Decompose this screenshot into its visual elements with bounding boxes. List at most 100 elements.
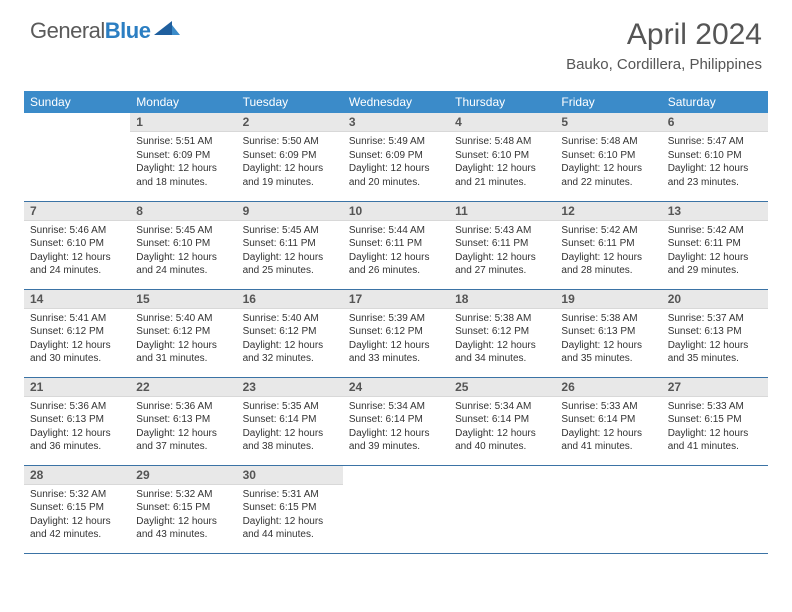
sunrise-line: Sunrise: 5:45 AM xyxy=(136,224,230,238)
calendar-row: 1Sunrise: 5:51 AMSunset: 6:09 PMDaylight… xyxy=(24,113,768,201)
sunset-line: Sunset: 6:12 PM xyxy=(243,325,337,339)
sunset-line: Sunset: 6:12 PM xyxy=(349,325,443,339)
sunset-line: Sunset: 6:09 PM xyxy=(243,149,337,163)
day-number: 15 xyxy=(130,290,236,309)
calendar-cell: 19Sunrise: 5:38 AMSunset: 6:13 PMDayligh… xyxy=(555,289,661,377)
day-data: Sunrise: 5:35 AMSunset: 6:14 PMDaylight:… xyxy=(237,397,343,458)
day-number: 12 xyxy=(555,202,661,221)
daylight-line1: Daylight: 12 hours xyxy=(243,339,337,353)
day-number: 27 xyxy=(662,378,768,397)
day-number: 19 xyxy=(555,290,661,309)
daylight-line1: Daylight: 12 hours xyxy=(30,339,124,353)
day-number: 3 xyxy=(343,113,449,132)
sunrise-line: Sunrise: 5:35 AM xyxy=(243,400,337,414)
sunset-line: Sunset: 6:11 PM xyxy=(243,237,337,251)
daylight-line2: and 37 minutes. xyxy=(136,440,230,454)
calendar-cell: 22Sunrise: 5:36 AMSunset: 6:13 PMDayligh… xyxy=(130,377,236,465)
sunrise-line: Sunrise: 5:36 AM xyxy=(30,400,124,414)
day-data: Sunrise: 5:50 AMSunset: 6:09 PMDaylight:… xyxy=(237,132,343,193)
day-number: 22 xyxy=(130,378,236,397)
day-number: 10 xyxy=(343,202,449,221)
logo: GeneralBlue xyxy=(30,18,180,44)
sunrise-line: Sunrise: 5:39 AM xyxy=(349,312,443,326)
daylight-line2: and 44 minutes. xyxy=(243,528,337,542)
calendar-row: 28Sunrise: 5:32 AMSunset: 6:15 PMDayligh… xyxy=(24,465,768,553)
sunrise-line: Sunrise: 5:33 AM xyxy=(561,400,655,414)
daylight-line2: and 41 minutes. xyxy=(561,440,655,454)
day-data: Sunrise: 5:40 AMSunset: 6:12 PMDaylight:… xyxy=(130,309,236,370)
sunrise-line: Sunrise: 5:48 AM xyxy=(455,135,549,149)
sunset-line: Sunset: 6:14 PM xyxy=(561,413,655,427)
daylight-line2: and 26 minutes. xyxy=(349,264,443,278)
calendar-cell: 29Sunrise: 5:32 AMSunset: 6:15 PMDayligh… xyxy=(130,465,236,553)
calendar-cell: 30Sunrise: 5:31 AMSunset: 6:15 PMDayligh… xyxy=(237,465,343,553)
daylight-line1: Daylight: 12 hours xyxy=(136,427,230,441)
daylight-line1: Daylight: 12 hours xyxy=(243,251,337,265)
daylight-line1: Daylight: 12 hours xyxy=(30,427,124,441)
calendar-row: 14Sunrise: 5:41 AMSunset: 6:12 PMDayligh… xyxy=(24,289,768,377)
sunset-line: Sunset: 6:14 PM xyxy=(455,413,549,427)
daylight-line1: Daylight: 12 hours xyxy=(136,251,230,265)
daylight-line2: and 42 minutes. xyxy=(30,528,124,542)
day-number: 20 xyxy=(662,290,768,309)
sunset-line: Sunset: 6:15 PM xyxy=(243,501,337,515)
day-number: 17 xyxy=(343,290,449,309)
sunset-line: Sunset: 6:11 PM xyxy=(349,237,443,251)
calendar-cell xyxy=(662,465,768,553)
sunset-line: Sunset: 6:09 PM xyxy=(136,149,230,163)
daylight-line2: and 40 minutes. xyxy=(455,440,549,454)
day-number: 28 xyxy=(24,466,130,485)
calendar-cell: 11Sunrise: 5:43 AMSunset: 6:11 PMDayligh… xyxy=(449,201,555,289)
daylight-line2: and 23 minutes. xyxy=(668,176,762,190)
day-header: Wednesday xyxy=(343,91,449,113)
sunset-line: Sunset: 6:13 PM xyxy=(30,413,124,427)
sunrise-line: Sunrise: 5:33 AM xyxy=(668,400,762,414)
triangle-icon xyxy=(154,19,180,37)
day-number: 21 xyxy=(24,378,130,397)
daylight-line1: Daylight: 12 hours xyxy=(243,162,337,176)
daylight-line2: and 22 minutes. xyxy=(561,176,655,190)
day-number: 7 xyxy=(24,202,130,221)
day-data: Sunrise: 5:40 AMSunset: 6:12 PMDaylight:… xyxy=(237,309,343,370)
daylight-line1: Daylight: 12 hours xyxy=(30,515,124,529)
sunset-line: Sunset: 6:11 PM xyxy=(561,237,655,251)
sunrise-line: Sunrise: 5:42 AM xyxy=(561,224,655,238)
daylight-line1: Daylight: 12 hours xyxy=(136,339,230,353)
sunrise-line: Sunrise: 5:50 AM xyxy=(243,135,337,149)
daylight-line1: Daylight: 12 hours xyxy=(243,427,337,441)
title-block: April 2024 Bauko, Cordillera, Philippine… xyxy=(566,18,762,73)
day-data: Sunrise: 5:34 AMSunset: 6:14 PMDaylight:… xyxy=(343,397,449,458)
day-data: Sunrise: 5:34 AMSunset: 6:14 PMDaylight:… xyxy=(449,397,555,458)
day-header: Tuesday xyxy=(237,91,343,113)
daylight-line2: and 30 minutes. xyxy=(30,352,124,366)
day-data: Sunrise: 5:49 AMSunset: 6:09 PMDaylight:… xyxy=(343,132,449,193)
day-header: Saturday xyxy=(662,91,768,113)
sunset-line: Sunset: 6:11 PM xyxy=(455,237,549,251)
daylight-line2: and 35 minutes. xyxy=(668,352,762,366)
daylight-line1: Daylight: 12 hours xyxy=(455,339,549,353)
day-data: Sunrise: 5:33 AMSunset: 6:14 PMDaylight:… xyxy=(555,397,661,458)
sunrise-line: Sunrise: 5:44 AM xyxy=(349,224,443,238)
calendar-cell: 1Sunrise: 5:51 AMSunset: 6:09 PMDaylight… xyxy=(130,113,236,201)
calendar-cell: 5Sunrise: 5:48 AMSunset: 6:10 PMDaylight… xyxy=(555,113,661,201)
day-number: 2 xyxy=(237,113,343,132)
day-header: Thursday xyxy=(449,91,555,113)
daylight-line2: and 32 minutes. xyxy=(243,352,337,366)
daylight-line1: Daylight: 12 hours xyxy=(561,251,655,265)
calendar-cell: 2Sunrise: 5:50 AMSunset: 6:09 PMDaylight… xyxy=(237,113,343,201)
day-number: 9 xyxy=(237,202,343,221)
daylight-line1: Daylight: 12 hours xyxy=(243,515,337,529)
sunset-line: Sunset: 6:10 PM xyxy=(455,149,549,163)
calendar-cell: 8Sunrise: 5:45 AMSunset: 6:10 PMDaylight… xyxy=(130,201,236,289)
daylight-line2: and 41 minutes. xyxy=(668,440,762,454)
sunrise-line: Sunrise: 5:32 AM xyxy=(136,488,230,502)
daylight-line1: Daylight: 12 hours xyxy=(561,162,655,176)
daylight-line2: and 43 minutes. xyxy=(136,528,230,542)
sunrise-line: Sunrise: 5:40 AM xyxy=(243,312,337,326)
day-number: 5 xyxy=(555,113,661,132)
daylight-line1: Daylight: 12 hours xyxy=(349,162,443,176)
sunrise-line: Sunrise: 5:32 AM xyxy=(30,488,124,502)
day-data: Sunrise: 5:46 AMSunset: 6:10 PMDaylight:… xyxy=(24,221,130,282)
daylight-line2: and 27 minutes. xyxy=(455,264,549,278)
day-number: 29 xyxy=(130,466,236,485)
